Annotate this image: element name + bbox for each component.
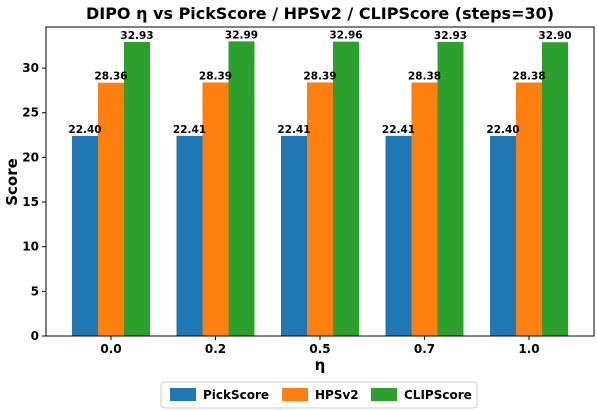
data-label-hpsv2-0.5: 28.39 — [303, 70, 336, 82]
x-tick-label-0.0: 0.0 — [100, 342, 121, 356]
legend-swatch-pickscore — [170, 388, 196, 401]
data-label-pickscore-0.2: 22.41 — [173, 124, 206, 136]
legend-swatch-hpsv2 — [282, 388, 308, 401]
bar-clipscore-1.0 — [542, 42, 568, 337]
plot-frame — [45, 26, 595, 337]
chart-title: DIPO η vs PickScore / HPSv2 / CLIPScore … — [86, 4, 554, 23]
y-tick-label-0: 0 — [31, 329, 39, 343]
x-tick-label-0.7: 0.7 — [414, 342, 435, 356]
bars-layer — [72, 41, 568, 337]
data-label-pickscore-0.0: 22.40 — [68, 124, 101, 136]
y-tick-label-25: 25 — [22, 106, 39, 120]
data-label-pickscore-0.5: 22.41 — [277, 124, 310, 136]
legend-label-clipscore: CLIPScore — [404, 388, 472, 402]
x-axis: 0.0 0.2 0.5 0.7 1.0 — [100, 336, 540, 356]
bar-hpsv2-0.2 — [202, 82, 229, 336]
bar-hpsv2-0.7 — [411, 82, 438, 336]
data-label-clipscore-1.0: 32.90 — [538, 30, 571, 42]
bar-pickscore-0.5 — [281, 135, 307, 336]
data-label-hpsv2-0.2: 28.39 — [199, 70, 232, 82]
y-tick-label-20: 20 — [22, 150, 39, 164]
bar-clipscore-0.2 — [228, 41, 255, 336]
x-tick-label-1.0: 1.0 — [518, 342, 539, 356]
legend-swatch-clipscore — [371, 388, 397, 401]
y-axis-label: Score — [3, 158, 21, 206]
bar-hpsv2-0.0 — [98, 82, 124, 336]
bar-hpsv2-0.5 — [307, 82, 333, 336]
data-label-clipscore-0.0: 32.93 — [120, 30, 153, 42]
bar-pickscore-0.2 — [176, 135, 203, 336]
y-tick-label-5: 5 — [31, 284, 39, 298]
data-label-pickscore-1.0: 22.40 — [486, 124, 519, 136]
bar-pickscore-1.0 — [490, 135, 516, 336]
y-tick-label-30: 30 — [22, 61, 39, 75]
data-label-hpsv2-1.0: 28.38 — [512, 71, 545, 83]
data-label-clipscore-0.5: 32.96 — [329, 30, 362, 42]
bar-clipscore-0.5 — [333, 41, 359, 337]
y-axis: 0 5 10 15 20 25 30 — [22, 61, 46, 343]
data-label-clipscore-0.2: 32.99 — [225, 29, 258, 41]
legend: PickScore HPSv2 CLIPScore — [160, 381, 478, 409]
x-tick-label-0.5: 0.5 — [309, 342, 330, 356]
y-tick-label-15: 15 — [22, 195, 39, 209]
data-labels-layer: 22.40 28.36 32.93 22.41 28.39 32.99 22.41 28.39… — [68, 29, 571, 136]
bar-pickscore-0.7 — [385, 135, 412, 336]
bar-hpsv2-1.0 — [516, 82, 542, 336]
data-label-hpsv2-0.0: 28.36 — [94, 71, 127, 83]
x-axis-label: η — [315, 356, 326, 374]
data-label-pickscore-0.7: 22.41 — [382, 124, 415, 136]
data-label-hpsv2-0.7: 28.38 — [408, 71, 441, 83]
legend-label-pickscore: PickScore — [203, 388, 269, 402]
data-label-clipscore-0.7: 32.93 — [434, 30, 467, 42]
bar-clipscore-0.7 — [437, 41, 464, 337]
y-tick-label-10: 10 — [22, 240, 39, 254]
legend-box — [160, 381, 478, 409]
bar-clipscore-0.0 — [124, 41, 150, 337]
bar-pickscore-0.0 — [72, 135, 98, 336]
legend-label-hpsv2: HPSv2 — [315, 388, 359, 402]
x-tick-label-0.2: 0.2 — [205, 342, 226, 356]
